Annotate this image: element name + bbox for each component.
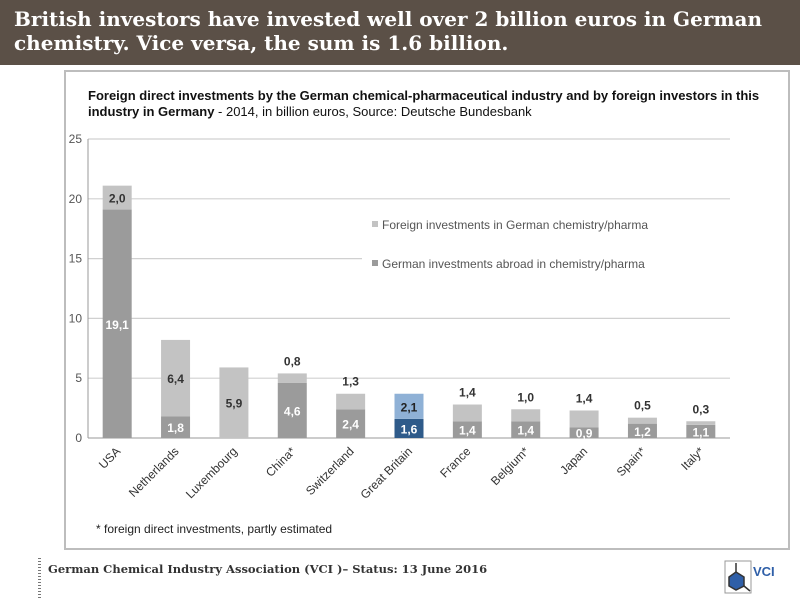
bar-german-abroad <box>161 416 191 438</box>
bar-foreign-in-germany <box>219 367 249 438</box>
x-tick-label: Japan <box>557 444 590 477</box>
bar-foreign-in-germany <box>569 410 599 428</box>
x-tick-label: Italy* <box>678 444 707 473</box>
legend-swatch <box>372 221 378 227</box>
data-label: 1,4 <box>459 386 476 400</box>
x-tick-label: China* <box>263 444 299 480</box>
y-tick-label: 20 <box>69 192 83 206</box>
legend-label: German investments abroad in chemistry/p… <box>382 257 645 271</box>
data-label: 0,3 <box>692 402 709 416</box>
data-label: 2,4 <box>342 418 359 432</box>
chart-title-bold: Foreign direct investments by the German… <box>88 88 760 119</box>
bar-foreign-in-germany <box>511 409 541 422</box>
x-tick-label: Great Britain <box>358 444 416 502</box>
y-tick-label: 10 <box>69 311 83 325</box>
vci-logo: VCI <box>724 560 775 594</box>
bar-german-abroad <box>394 418 424 438</box>
data-label: 0,5 <box>634 399 651 413</box>
x-tick-label: Netherlands <box>126 444 182 500</box>
data-label: 1,4 <box>576 391 593 405</box>
bar-german-abroad <box>569 427 599 438</box>
data-label: 19,1 <box>106 318 130 332</box>
bar-foreign-in-germany <box>394 393 424 419</box>
bar-foreign-in-germany <box>336 393 366 410</box>
data-label: 1,0 <box>517 390 534 404</box>
footnote: * foreign direct investments, partly est… <box>96 522 333 536</box>
data-label: 6,4 <box>167 372 184 386</box>
y-tick-label: 5 <box>75 371 82 385</box>
x-tick-label: Luxembourg <box>183 444 240 501</box>
data-label: 4,6 <box>284 404 301 418</box>
data-label: 5,9 <box>226 397 243 411</box>
data-label: 1,4 <box>517 424 534 438</box>
x-tick-label: USA <box>96 444 123 471</box>
legend-label: Foreign investments in German chemistry/… <box>382 218 648 232</box>
data-label: 2,1 <box>401 400 418 414</box>
chart-title-rest: - 2014, in billion euros, Source: Deutsc… <box>214 104 532 119</box>
bar-foreign-in-germany <box>627 417 657 424</box>
x-tick-label: Belgium* <box>488 444 532 488</box>
bar-foreign-in-germany <box>161 339 191 417</box>
bar-foreign-in-germany <box>452 404 482 422</box>
bar-german-abroad <box>452 421 482 438</box>
y-tick-label: 0 <box>75 431 82 445</box>
bar-foreign-in-germany <box>102 185 132 210</box>
x-tick-label: Spain* <box>614 444 649 479</box>
bar-german-abroad <box>336 409 366 438</box>
page-title: British investors have invested well ove… <box>14 7 763 55</box>
bar-german-abroad <box>627 423 657 438</box>
legend-swatch <box>372 260 378 266</box>
bar-foreign-in-germany <box>277 373 307 383</box>
data-label: 1,6 <box>401 422 418 436</box>
data-label: 1,3 <box>342 375 359 389</box>
data-label: 1,8 <box>167 421 184 435</box>
svg-text:VCI: VCI <box>753 564 775 579</box>
data-label: 1,1 <box>692 425 709 439</box>
footer-text: German Chemical Industry Association (VC… <box>48 562 488 576</box>
x-tick-label: France <box>437 444 474 481</box>
chart-title: Foreign direct investments by the German… <box>88 88 768 120</box>
y-tick-label: 25 <box>69 132 83 146</box>
legend-background <box>362 205 730 285</box>
bar-german-abroad <box>686 424 716 438</box>
y-tick-label: 15 <box>69 252 83 266</box>
data-label: 1,4 <box>459 424 476 438</box>
bar-german-abroad <box>102 209 132 438</box>
data-label: 0,9 <box>576 427 593 441</box>
chart-panel <box>64 70 790 550</box>
header-bar: British investors have invested well ove… <box>0 0 800 65</box>
bar-german-abroad <box>277 382 307 438</box>
x-tick-label: Switzerland <box>303 444 357 498</box>
data-label: 0,8 <box>284 354 301 368</box>
footer-dots <box>38 558 41 598</box>
data-label: 2,0 <box>109 192 126 206</box>
bar-german-abroad <box>511 421 541 438</box>
bar-foreign-in-germany <box>686 421 716 425</box>
data-label: 1,2 <box>634 425 651 439</box>
